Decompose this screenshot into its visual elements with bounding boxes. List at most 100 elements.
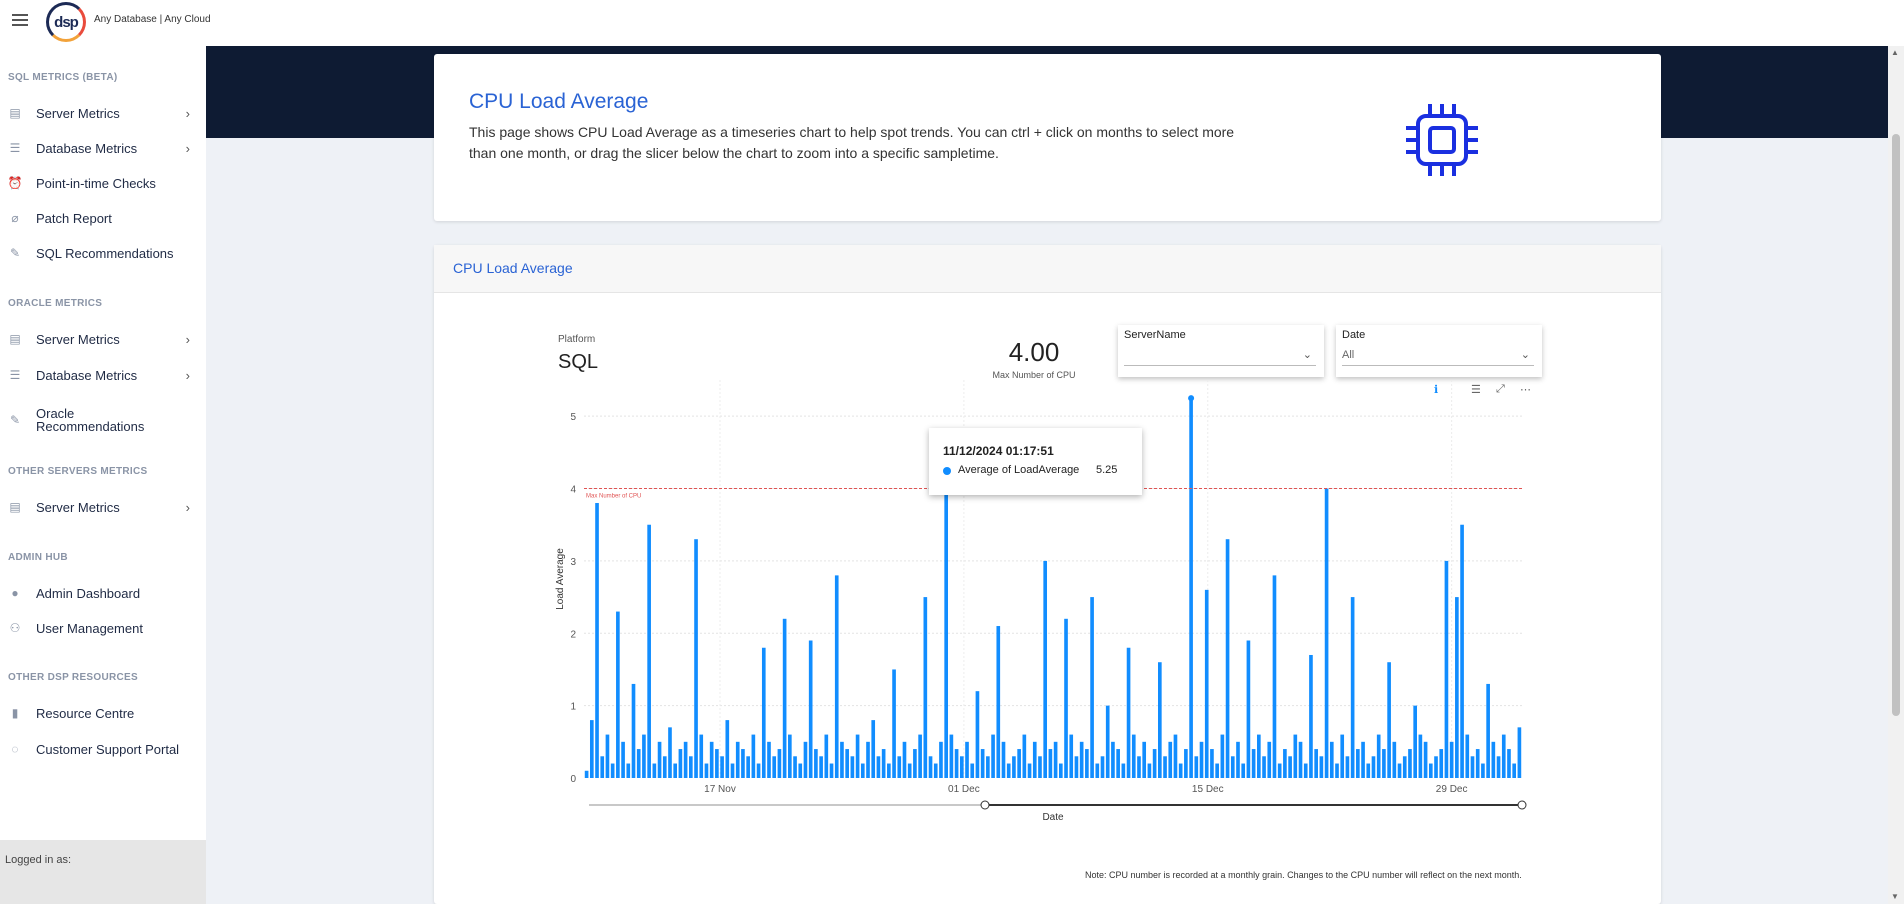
chart-bar	[704, 763, 709, 778]
users-icon: ⚇	[9, 621, 21, 635]
chart-bar	[1449, 741, 1454, 778]
chevron-right-icon: ›	[185, 140, 190, 156]
sidebar-item-sql-recommendations[interactable]: ✎ SQL Recommendations	[0, 238, 206, 268]
chart-bar	[1095, 763, 1100, 778]
highlight-point	[1188, 395, 1195, 402]
chart-bar	[1158, 662, 1162, 778]
chart-bar	[1199, 741, 1204, 778]
chart-bar	[1022, 734, 1027, 778]
chevron-right-icon: ›	[185, 367, 190, 383]
chart-bar	[1465, 734, 1470, 778]
chart-bar	[1079, 741, 1084, 778]
chart-bar	[1418, 734, 1423, 778]
chart-bar	[1267, 741, 1272, 778]
chart-bar	[876, 756, 881, 778]
servername-dropdown[interactable]: ⌄	[1124, 346, 1316, 366]
chart-bar	[1152, 749, 1157, 778]
cpu-load-chart[interactable]: 0 1 2 3 4 5 17 Nov 01 Dec 15 Dec 29 Dec Max Number…	[434, 245, 1661, 865]
sidebar-item-admin-dashboard[interactable]: ● Admin Dashboard	[0, 578, 206, 608]
chart-bar	[642, 734, 646, 778]
scroll-thumb[interactable]	[1892, 134, 1900, 716]
zoom-slicer-handle-right	[1517, 800, 1527, 810]
chart-bar	[678, 749, 683, 778]
page-description: This page shows CPU Load Average as a ti…	[469, 124, 1235, 161]
chart-bar	[741, 749, 745, 778]
chart-bar	[944, 466, 948, 778]
chevron-down-icon: ⌄	[1520, 349, 1530, 361]
chart-bar	[1444, 560, 1449, 778]
sidebar-item-sql-database-metrics[interactable]: ☰ Database Metrics ›	[0, 133, 206, 163]
cpu-note: Note: CPU number is recorded at a monthl…	[1085, 870, 1522, 880]
sidebar-item-label: Patch Report	[36, 210, 112, 226]
chart-bar	[751, 734, 756, 778]
report-header: CPU Load Average	[434, 245, 1661, 293]
chart-bar	[986, 756, 990, 778]
platform-value: SQL	[558, 351, 599, 373]
chart-bar	[694, 539, 698, 778]
tooltip-date: 11/12/2024 01:17:51	[943, 444, 1054, 458]
chart-bar	[1496, 756, 1501, 778]
scroll-up-arrow-icon[interactable]: ▲	[1891, 48, 1899, 57]
wrench-icon: ✎	[9, 413, 21, 427]
chart-bar	[991, 734, 995, 778]
sidebar-item-point-in-time-checks[interactable]: ⏰ Point-in-time Checks	[0, 168, 206, 198]
chart-bar	[1069, 734, 1074, 778]
chart-bar	[1027, 763, 1032, 778]
dsp-logo[interactable]: dsp	[46, 2, 86, 42]
page-scrollbar[interactable]: ▲ ▼	[1888, 46, 1904, 904]
chart-bar	[1501, 734, 1506, 778]
section-title-oracle-metrics: ORACLE METRICS	[8, 298, 103, 309]
date-dropdown[interactable]: All ⌄	[1342, 346, 1534, 366]
chart-bar	[1507, 749, 1511, 778]
chart-bar	[1173, 734, 1178, 778]
chart-bar	[1126, 647, 1131, 778]
chart-bar	[1251, 749, 1256, 778]
chart-bar	[636, 749, 641, 778]
tooltip-value: 5.25	[1096, 464, 1118, 476]
sidebar-item-other-server-metrics[interactable]: ▤ Server Metrics ›	[0, 492, 206, 522]
section-title-sql-metrics: SQL METRICS (BETA)	[8, 72, 118, 83]
sidebar-item-patch-report[interactable]: ⌀ Patch Report	[0, 203, 206, 233]
chart-bar	[1481, 763, 1485, 778]
focus-mode-icon[interactable]: ⤢	[1496, 383, 1505, 395]
chart-bar	[1220, 734, 1225, 778]
chart-bar	[1131, 734, 1136, 778]
chart-bar	[600, 756, 605, 778]
bandage-icon: ⌀	[11, 211, 19, 225]
kpi-max-cpu-label: Max Number of CPU	[992, 370, 1076, 380]
chart-bar	[1314, 749, 1318, 778]
scroll-down-arrow-icon[interactable]: ▼	[1891, 892, 1899, 901]
sidebar-item-sql-server-metrics[interactable]: ▤ Server Metrics ›	[0, 98, 206, 128]
chart-bar	[761, 647, 766, 778]
chart-bar	[845, 749, 849, 778]
chart-bar	[1387, 662, 1391, 778]
chart-bar	[1350, 597, 1355, 778]
sidebar: SQL METRICS (BETA) ▤ Server Metrics › ☰ …	[0, 46, 206, 904]
chart-bar	[850, 756, 855, 778]
chart-bar	[1475, 749, 1480, 778]
sidebar-item-oracle-database-metrics[interactable]: ☰ Database Metrics ›	[0, 360, 206, 390]
info-icon[interactable]: ℹ	[1434, 384, 1439, 396]
sidebar-item-user-management[interactable]: ⚇ User Management	[0, 613, 206, 643]
chart-bar	[1074, 756, 1079, 778]
chart-bar	[657, 741, 662, 778]
chart-bar	[1517, 727, 1522, 778]
sidebar-item-oracle-server-metrics[interactable]: ▤ Server Metrics ›	[0, 324, 206, 354]
sidebar-item-customer-support-portal[interactable]: ◌ Customer Support Portal	[0, 734, 206, 764]
chart-bar	[668, 727, 672, 778]
sidebar-item-resource-centre[interactable]: ▮ Resource Centre	[0, 698, 206, 728]
chart-bar	[1434, 756, 1438, 778]
y-tick-label: 4	[570, 485, 576, 496]
chart-bar	[1038, 756, 1042, 778]
more-options-icon[interactable]: ⋯	[1520, 384, 1531, 396]
x-tick-label: 17 Nov	[704, 784, 736, 795]
user-icon: ●	[11, 586, 19, 600]
hamburger-menu-icon[interactable]	[12, 14, 28, 28]
chart-bar	[715, 749, 719, 778]
sidebar-item-oracle-recommendations[interactable]: ✎ Oracle Recommendations	[0, 400, 206, 440]
chart-bar	[1001, 741, 1006, 778]
chart-bar	[1163, 756, 1167, 778]
chart-bar	[897, 756, 902, 778]
chart-bar	[1178, 763, 1183, 778]
filter-icon[interactable]: ☰	[1471, 384, 1481, 396]
